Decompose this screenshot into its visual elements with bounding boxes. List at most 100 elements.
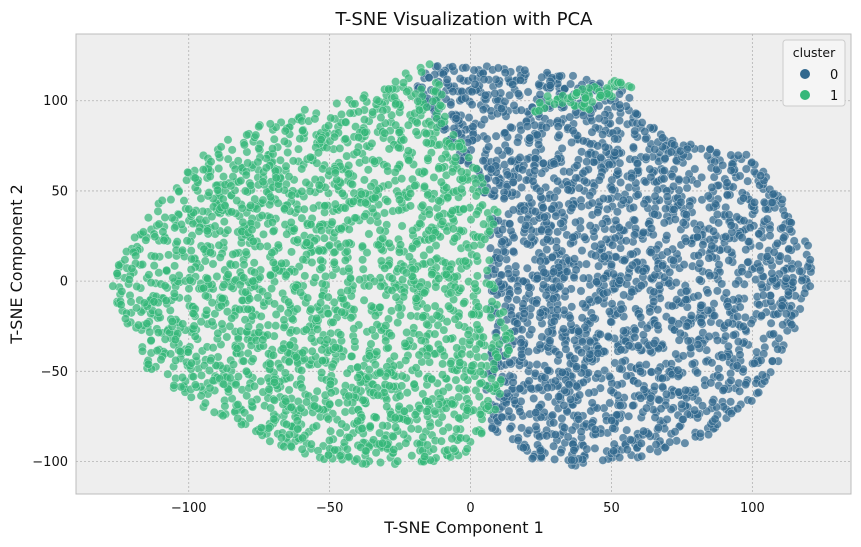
data-point-cluster-1: [187, 358, 197, 368]
data-point-cluster-1: [399, 406, 409, 416]
data-point-cluster-0: [461, 63, 471, 73]
data-point-cluster-1: [401, 438, 411, 448]
data-point-cluster-0: [681, 286, 691, 296]
data-point-cluster-1: [310, 401, 320, 411]
data-point-cluster-1: [535, 98, 545, 108]
data-point-cluster-1: [452, 424, 462, 434]
data-point-cluster-1: [317, 345, 327, 355]
data-point-cluster-0: [505, 90, 515, 100]
data-point-cluster-0: [635, 367, 645, 377]
data-point-cluster-0: [782, 326, 792, 336]
data-point-cluster-1: [306, 304, 316, 314]
data-point-cluster-1: [371, 413, 381, 423]
data-point-cluster-0: [577, 313, 587, 323]
data-point-cluster-1: [390, 413, 400, 423]
data-point-cluster-0: [649, 338, 659, 348]
data-point-cluster-0: [567, 455, 577, 465]
data-point-cluster-1: [298, 126, 308, 136]
data-point-cluster-0: [576, 286, 586, 296]
data-point-cluster-0: [535, 256, 545, 266]
data-point-cluster-1: [549, 99, 559, 109]
data-point-cluster-0: [497, 412, 507, 422]
data-point-cluster-1: [269, 299, 279, 309]
data-point-cluster-0: [657, 261, 667, 271]
data-point-cluster-1: [310, 273, 320, 283]
data-point-cluster-1: [409, 379, 419, 389]
data-point-cluster-0: [571, 265, 581, 275]
data-point-cluster-1: [229, 359, 239, 369]
data-point-cluster-0: [726, 165, 736, 175]
data-point-cluster-1: [150, 252, 160, 262]
data-point-cluster-0: [710, 199, 720, 209]
data-point-cluster-1: [342, 151, 352, 161]
data-point-cluster-1: [302, 238, 312, 248]
data-point-cluster-0: [519, 309, 529, 319]
data-point-cluster-1: [349, 324, 359, 334]
data-point-cluster-0: [585, 221, 595, 231]
data-point-cluster-1: [350, 336, 360, 346]
data-point-cluster-1: [356, 189, 366, 199]
data-point-cluster-1: [340, 117, 350, 127]
data-point-cluster-0: [721, 288, 731, 298]
data-point-cluster-1: [365, 421, 375, 431]
data-point-cluster-1: [402, 416, 412, 426]
data-point-cluster-0: [529, 393, 539, 403]
data-point-cluster-0: [491, 176, 501, 186]
data-point-cluster-0: [585, 191, 595, 201]
data-point-cluster-1: [312, 313, 322, 323]
data-point-cluster-0: [559, 400, 569, 410]
data-point-cluster-1: [156, 355, 166, 365]
data-point-cluster-1: [375, 302, 385, 312]
data-point-cluster-1: [265, 436, 275, 446]
data-point-cluster-1: [271, 309, 281, 319]
data-point-cluster-0: [587, 127, 597, 137]
data-point-cluster-0: [735, 302, 745, 312]
data-point-cluster-0: [509, 101, 519, 111]
data-point-cluster-0: [611, 252, 621, 262]
data-point-cluster-0: [579, 232, 589, 242]
data-point-cluster-1: [258, 195, 268, 205]
data-point-cluster-0: [703, 191, 713, 201]
data-point-cluster-0: [579, 176, 589, 186]
data-point-cluster-1: [281, 419, 291, 429]
data-point-cluster-1: [286, 217, 296, 227]
data-point-cluster-1: [434, 399, 444, 409]
data-point-cluster-1: [225, 373, 235, 383]
data-point-cluster-1: [481, 304, 491, 314]
data-point-cluster-1: [152, 346, 162, 356]
data-point-cluster-1: [626, 82, 636, 92]
data-point-cluster-0: [571, 381, 581, 391]
data-point-cluster-0: [587, 398, 597, 408]
data-point-cluster-1: [360, 127, 370, 137]
data-point-cluster-0: [636, 393, 646, 403]
data-point-cluster-0: [718, 352, 728, 362]
data-point-cluster-1: [430, 329, 440, 339]
data-point-cluster-0: [574, 414, 584, 424]
data-point-cluster-0: [703, 430, 713, 440]
data-point-cluster-0: [544, 227, 554, 237]
data-point-cluster-0: [722, 190, 732, 200]
data-point-cluster-1: [208, 343, 218, 353]
data-point-cluster-0: [576, 202, 586, 212]
data-point-cluster-1: [263, 320, 273, 330]
data-point-cluster-1: [301, 325, 311, 335]
data-point-cluster-0: [524, 193, 534, 203]
data-point-cluster-0: [548, 410, 558, 420]
data-point-cluster-1: [342, 444, 352, 454]
data-point-cluster-0: [541, 122, 551, 132]
data-point-cluster-0: [705, 144, 715, 154]
data-point-cluster-1: [202, 305, 212, 315]
data-point-cluster-0: [683, 336, 693, 346]
data-point-cluster-0: [630, 126, 640, 136]
data-point-cluster-1: [293, 424, 303, 434]
data-point-cluster-1: [219, 379, 229, 389]
data-point-cluster-0: [695, 429, 705, 439]
data-point-cluster-0: [712, 286, 722, 296]
data-point-cluster-1: [293, 144, 303, 154]
data-point-cluster-0: [594, 175, 604, 185]
data-point-cluster-1: [367, 139, 377, 149]
data-point-cluster-1: [438, 217, 448, 227]
data-point-cluster-0: [661, 389, 671, 399]
data-point-cluster-0: [650, 382, 660, 392]
data-point-cluster-0: [515, 153, 525, 163]
